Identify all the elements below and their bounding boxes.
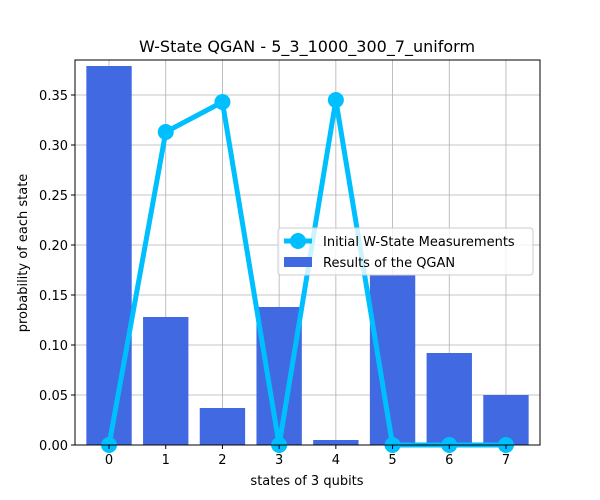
line-point-2: [214, 94, 231, 110]
legend-entry-bars: Results of the QGAN: [323, 256, 455, 271]
line-point-1: [157, 124, 174, 140]
bar-7: [483, 395, 529, 445]
x-tick-label: 6: [445, 453, 453, 468]
bar-0: [86, 66, 132, 445]
x-tick-label: 3: [275, 453, 283, 468]
y-tick-label: 0.30: [39, 139, 68, 154]
y-tick-label: 0.20: [39, 239, 68, 254]
x-tick-label: 1: [162, 453, 170, 468]
y-axis: 0.00 0.05 0.10 0.15 0.20 0.25 0.30 0.35: [39, 89, 75, 454]
x-tick-label: 0: [105, 453, 113, 468]
y-tick-label: 0.05: [39, 389, 68, 404]
bar-1: [143, 317, 189, 445]
y-tick-label: 0.25: [39, 189, 68, 204]
bar-2: [199, 408, 246, 445]
chart-title: W-State QGAN - 5_3_1000_300_7_uniform: [139, 37, 475, 57]
line-point-4: [327, 92, 344, 108]
legend-entry-line: Initial W-State Measurements: [323, 235, 515, 250]
y-tick-label: 0.10: [39, 339, 68, 354]
x-tick-label: 5: [388, 453, 396, 468]
bar-6: [426, 353, 472, 445]
y-tick-label: 0.00: [39, 439, 68, 454]
legend-marker-swatch: [290, 233, 306, 249]
y-tick-label: 0.35: [39, 89, 68, 104]
bar-3: [256, 307, 302, 445]
legend-bar-swatch: [284, 257, 312, 267]
bars: [86, 66, 529, 445]
x-tick-label: 2: [218, 453, 226, 468]
bar-4: [313, 440, 359, 445]
x-axis-label: states of 3 qubits: [250, 474, 363, 489]
x-tick-label: 4: [332, 453, 340, 468]
legend: Initial W-State Measurements Results of …: [277, 227, 534, 276]
x-tick-label: 7: [502, 453, 510, 468]
y-axis-label: probability of each state: [16, 174, 31, 333]
y-tick-label: 0.15: [39, 289, 68, 304]
legend-frame: [277, 227, 534, 276]
x-axis: 0 1 2 3 4 5 6 7: [105, 445, 510, 468]
plot-frame: [74, 59, 541, 446]
